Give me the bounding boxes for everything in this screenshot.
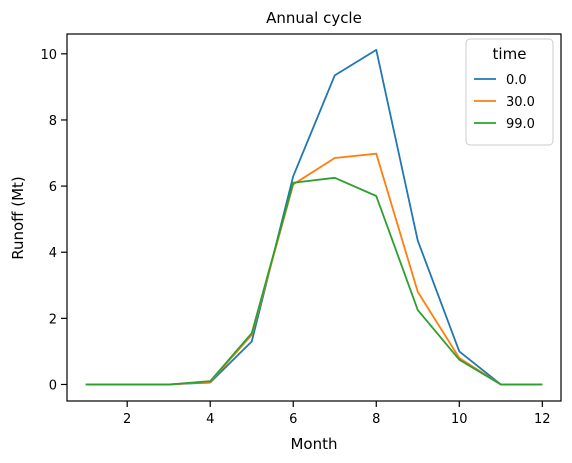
axes-frame bbox=[66, 33, 562, 402]
series-line-2 bbox=[85, 176, 543, 386]
legend-box bbox=[465, 38, 554, 146]
x-tick-label: 4 bbox=[206, 412, 214, 427]
x-tick-label: 2 bbox=[123, 412, 131, 427]
y-tick-label: 10 bbox=[40, 48, 57, 63]
axes: 2 4 6 8 10 12 0 2 4 6 8 10 bbox=[40, 33, 562, 427]
y-tick-label: 2 bbox=[49, 312, 57, 327]
y-tick-label: 8 bbox=[49, 114, 57, 129]
y-tick-label: 4 bbox=[49, 246, 57, 261]
x-axis-label: Month bbox=[290, 435, 337, 453]
legend-title: time bbox=[493, 45, 527, 63]
x-tick-label: 6 bbox=[289, 412, 297, 427]
x-tick-label: 10 bbox=[451, 412, 468, 427]
x-tick-label: 12 bbox=[534, 412, 551, 427]
y-axis-label: Runoff (Mt) bbox=[9, 176, 27, 260]
chart-title: Annual cycle bbox=[266, 9, 362, 27]
legend-entry-label: 99.0 bbox=[506, 117, 535, 132]
y-tick-label: 6 bbox=[49, 180, 57, 195]
legend: time 0.0 30.0 99.0 bbox=[465, 38, 554, 146]
y-tick-label: 0 bbox=[49, 378, 57, 393]
plot-area bbox=[85, 48, 543, 386]
series-line-1 bbox=[85, 152, 543, 386]
legend-entry-label: 30.0 bbox=[506, 95, 535, 110]
x-tick-label: 8 bbox=[372, 412, 380, 427]
legend-entry-label: 0.0 bbox=[506, 73, 527, 88]
